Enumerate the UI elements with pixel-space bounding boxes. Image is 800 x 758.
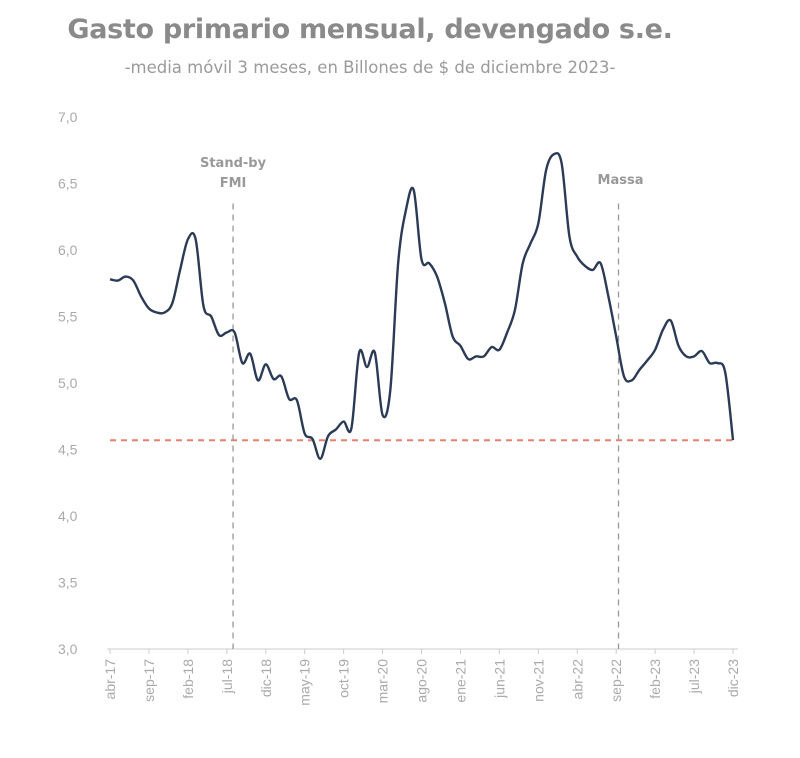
y-tick-label: 3,0 xyxy=(58,641,78,657)
y-tick-label: 6,5 xyxy=(58,176,78,192)
x-tick-label: feb-23 xyxy=(647,659,663,699)
x-tick-label: oct-19 xyxy=(336,659,352,698)
y-tick-label: 4,5 xyxy=(58,442,78,458)
annotation-label: FMI xyxy=(220,176,247,191)
x-tick-label: abr-22 xyxy=(569,659,585,700)
y-tick-label: 4,0 xyxy=(58,508,78,524)
chart-title: Gasto primario mensual, devengado s.e. xyxy=(67,14,673,45)
x-tick-label: jul-18 xyxy=(219,659,235,694)
x-tick-label: ene-21 xyxy=(452,659,468,703)
x-tick-label: ago-20 xyxy=(414,659,430,703)
series-line xyxy=(109,151,735,461)
x-tick-label: sep-22 xyxy=(608,659,624,702)
annotation-label: Massa xyxy=(598,173,644,188)
x-tick-label: feb-18 xyxy=(180,659,196,699)
y-tick-label: 7,0 xyxy=(58,109,78,125)
y-tick-label: 3,5 xyxy=(58,575,78,591)
x-tick-label: sep-17 xyxy=(141,659,157,702)
x-tick-label: jun-21 xyxy=(491,659,507,699)
x-tick-label: mar-20 xyxy=(375,659,391,704)
y-tick-label: 5,5 xyxy=(58,309,78,325)
x-tick-label: abr-17 xyxy=(102,659,118,700)
x-tick-label: may-19 xyxy=(297,659,313,706)
x-tick-label: dic-18 xyxy=(258,659,274,697)
x-tick-label: jul-23 xyxy=(686,659,702,694)
y-tick-label: 6,0 xyxy=(58,242,78,258)
x-tick-label: dic-23 xyxy=(725,659,741,697)
chart-subtitle: -media móvil 3 meses, en Billones de $ d… xyxy=(124,58,616,77)
y-tick-label: 5,0 xyxy=(58,375,78,391)
annotation-label: Stand-by xyxy=(200,156,267,171)
x-tick-label: nov-21 xyxy=(530,659,546,702)
